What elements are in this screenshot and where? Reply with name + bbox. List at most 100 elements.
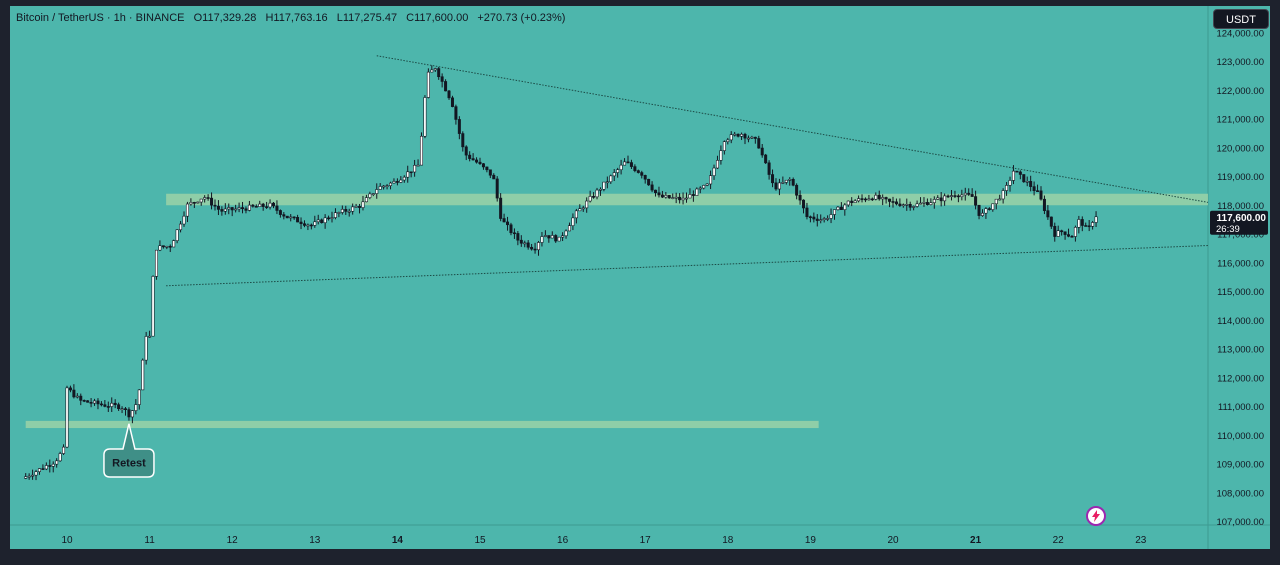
- candle: [660, 194, 664, 198]
- candle: [216, 205, 220, 210]
- y-tick-label: 116,000.00: [1217, 258, 1264, 269]
- candle: [915, 203, 919, 207]
- current-price-label[interactable]: [1210, 210, 1268, 235]
- candle: [31, 474, 35, 477]
- symbol-name[interactable]: Bitcoin / TetherUS · 1h · BINANCE: [16, 12, 185, 24]
- candle: [44, 465, 48, 470]
- candle: [172, 240, 176, 248]
- candle: [774, 182, 778, 190]
- candle: [151, 276, 155, 337]
- candle: [506, 221, 510, 226]
- candle: [815, 218, 819, 221]
- candle: [567, 225, 571, 232]
- candle: [419, 135, 423, 166]
- candle: [681, 197, 685, 201]
- candle: [86, 400, 90, 403]
- candle: [426, 71, 430, 98]
- candle: [516, 233, 520, 241]
- candle: [79, 395, 83, 401]
- y-tick-label: 107,000.00: [1216, 517, 1264, 528]
- candle: [592, 196, 596, 198]
- candle: [898, 203, 902, 206]
- candle: [227, 207, 231, 210]
- candle: [454, 106, 458, 120]
- candle: [416, 164, 420, 167]
- candle: [719, 150, 723, 161]
- price-axis[interactable]: [1208, 6, 1270, 525]
- candle: [533, 248, 537, 251]
- candle: [688, 194, 692, 199]
- candle: [62, 446, 66, 454]
- flash-icon[interactable]: [1086, 506, 1106, 526]
- candle: [674, 196, 678, 199]
- candle: [784, 179, 788, 183]
- candle: [1077, 219, 1081, 228]
- candle: [347, 210, 351, 213]
- trendline-1[interactable]: [376, 55, 1209, 203]
- candle: [705, 183, 709, 186]
- candle: [244, 208, 248, 211]
- candle: [950, 195, 954, 197]
- support-zone-2[interactable]: [25, 420, 819, 429]
- candle: [991, 203, 995, 210]
- x-tick-label: 16: [557, 535, 569, 546]
- candle: [258, 203, 262, 208]
- candle: [1005, 185, 1009, 191]
- candle: [905, 204, 909, 206]
- candle: [237, 207, 241, 210]
- candle: [650, 184, 654, 191]
- candle: [561, 235, 565, 238]
- candle: [251, 204, 255, 207]
- candle: [364, 197, 368, 203]
- plot-area[interactable]: [10, 6, 1208, 525]
- candle: [530, 246, 534, 250]
- candle: [1087, 225, 1091, 228]
- candle: [640, 172, 644, 176]
- candle: [684, 197, 688, 200]
- candle: [1029, 181, 1033, 187]
- ohlc-low: L117,275.47: [336, 12, 398, 24]
- candle: [481, 163, 485, 168]
- y-tick-label: 122,000.00: [1216, 86, 1264, 97]
- candle: [509, 224, 513, 234]
- candle: [1091, 222, 1095, 227]
- candle: [230, 207, 234, 211]
- candle: [908, 204, 912, 208]
- time-axis[interactable]: [10, 525, 1270, 549]
- candle: [37, 468, 41, 472]
- support-zone-1[interactable]: [166, 193, 1208, 206]
- candle: [488, 169, 492, 176]
- candle: [512, 232, 516, 235]
- candle: [953, 195, 957, 197]
- candle: [333, 212, 337, 218]
- candle: [354, 206, 358, 208]
- candle: [93, 400, 97, 404]
- candle: [537, 242, 541, 251]
- candle: [247, 204, 251, 211]
- ohlc-close: C117,600.00: [406, 12, 469, 24]
- candle: [695, 188, 699, 196]
- retest-callout[interactable]: [103, 423, 155, 478]
- candle: [413, 165, 417, 173]
- candle: [819, 219, 823, 221]
- candle: [337, 212, 341, 214]
- candle: [654, 189, 658, 194]
- y-tick-label: 111,000.00: [1218, 402, 1264, 413]
- candle: [302, 223, 306, 226]
- candle: [802, 199, 806, 209]
- candle: [409, 171, 413, 174]
- candle: [51, 463, 55, 467]
- candle: [399, 179, 403, 183]
- symbol-legend[interactable]: Bitcoin / TetherUS · 1h · BINANCE O117,3…: [16, 12, 571, 24]
- candle: [210, 197, 214, 206]
- candle: [137, 389, 141, 405]
- currency-button[interactable]: USDT: [1213, 9, 1269, 29]
- y-tick-label: 110,000.00: [1217, 431, 1264, 442]
- bar-countdown: 26:39: [1216, 224, 1240, 235]
- candle: [987, 208, 991, 210]
- candle: [154, 249, 158, 277]
- candle: [795, 184, 799, 196]
- candle: [327, 217, 331, 220]
- candle: [881, 197, 885, 200]
